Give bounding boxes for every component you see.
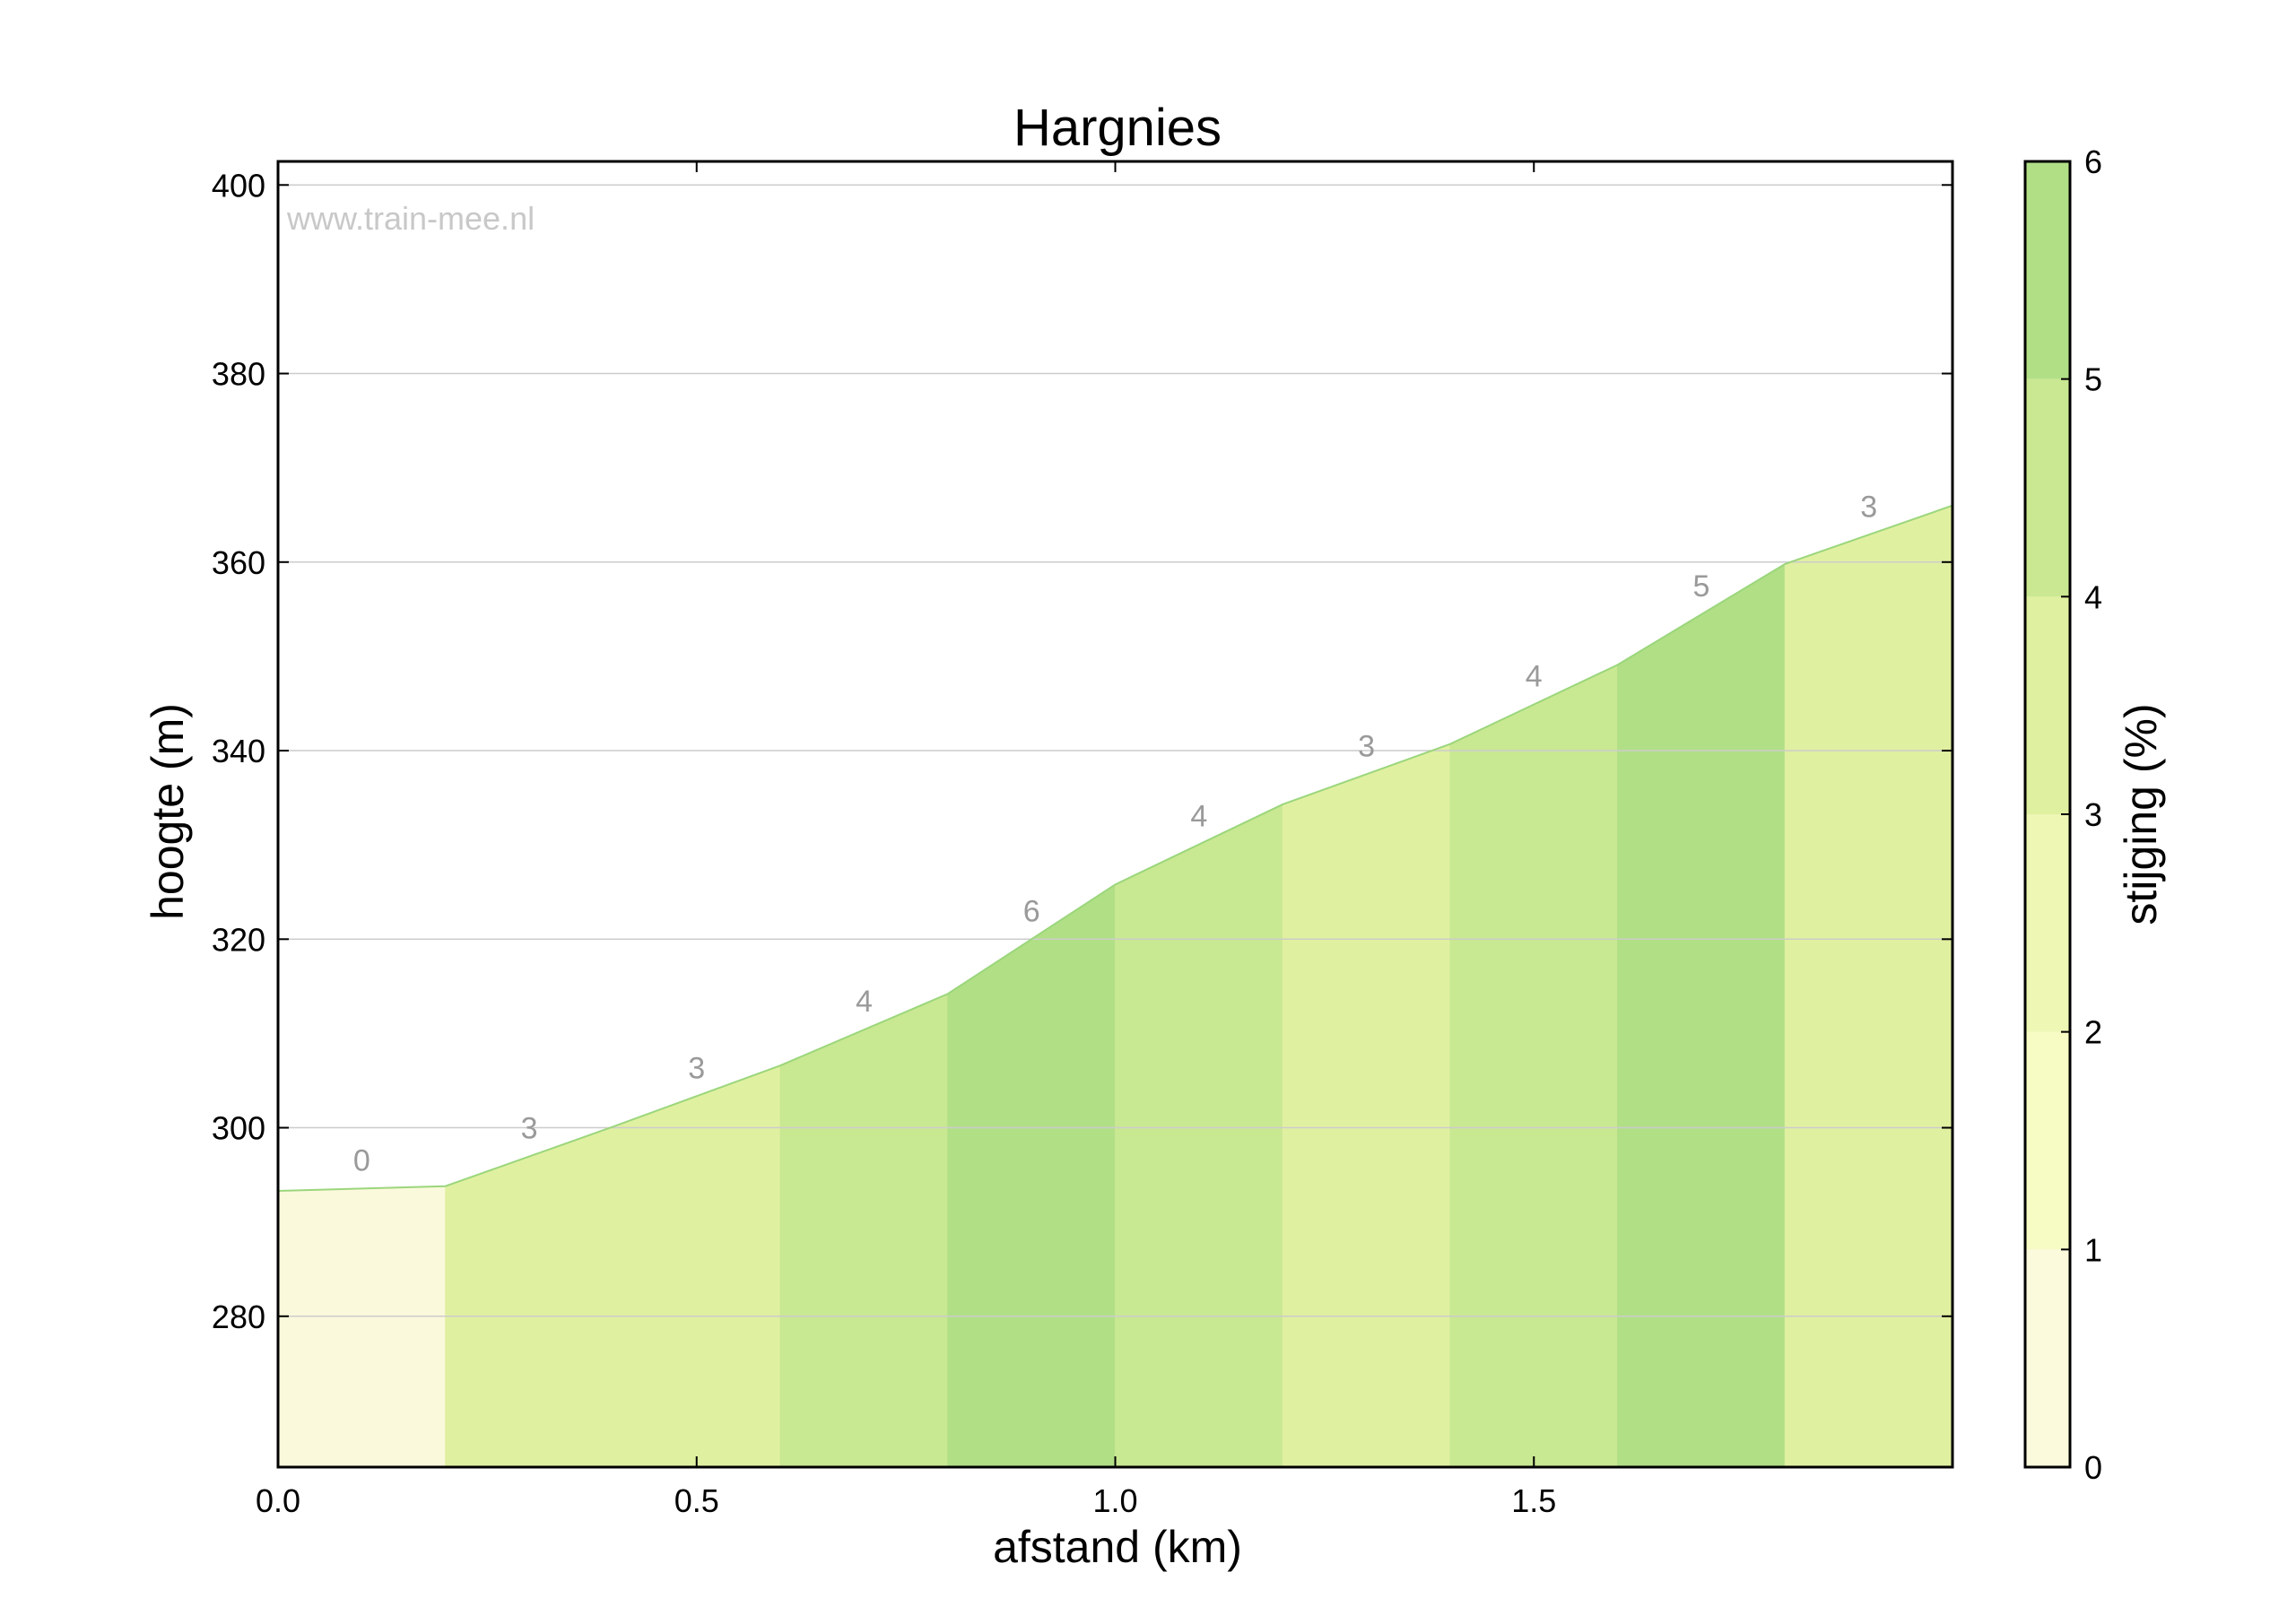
x-tick-label-2: 0.5 <box>674 1482 719 1519</box>
y-tick-label-7: 400 <box>212 167 265 204</box>
colorbar-label: stijging (%) <box>2116 703 2166 925</box>
grade-segment-6 <box>1115 804 1283 1468</box>
grade-segment-5 <box>947 883 1116 1468</box>
colorbar-band-1 <box>2025 1249 2070 1467</box>
chart-title: Hargnies <box>1013 99 1222 157</box>
y-tick-label-1: 280 <box>212 1299 265 1335</box>
x-axis-label: afstand (km) <box>993 1522 1242 1572</box>
colorbar-band-6 <box>2025 161 2070 379</box>
colorbar-tick-label-2: 1 <box>2084 1231 2102 1268</box>
y-tick-label-2: 300 <box>212 1110 265 1147</box>
grade-segment-3 <box>612 1064 781 1468</box>
y-axis-label: hoogte (m) <box>143 703 193 920</box>
y-tick-label-5: 360 <box>212 544 265 581</box>
colorbar-tick-label-7: 6 <box>2084 143 2102 180</box>
colorbar-tick-label-5: 4 <box>2084 578 2102 615</box>
colorbar-band-4 <box>2025 596 2070 814</box>
grid-lines <box>278 184 1952 1317</box>
colorbar-ticks: 0 1 2 3 4 5 6 <box>2061 143 2102 1486</box>
colorbar-tick-label-3: 2 <box>2084 1014 2102 1051</box>
colorbar-band-5 <box>2025 378 2070 597</box>
segment-label-2: 3 <box>521 1112 538 1146</box>
segment-label-1: 0 <box>353 1143 370 1177</box>
colorbar <box>2025 161 2070 1467</box>
grade-segments <box>277 505 1953 1468</box>
segment-label-8: 4 <box>1526 660 1543 694</box>
grade-segment-7 <box>1282 743 1451 1468</box>
segment-label-4: 4 <box>856 985 873 1019</box>
y-tick-label-3: 320 <box>212 921 265 958</box>
segment-label-3: 3 <box>688 1051 705 1085</box>
segment-label-9: 5 <box>1692 569 1709 604</box>
colorbar-band-2 <box>2025 1031 2070 1250</box>
y-tick-label-6: 380 <box>212 356 265 393</box>
colorbar-tick-label-1: 0 <box>2084 1449 2102 1486</box>
grade-segment-1 <box>277 1186 447 1468</box>
grade-segment-10 <box>1784 505 1953 1468</box>
watermark: www.train-mee.nl <box>286 200 535 237</box>
y-tick-label-4: 340 <box>212 733 265 769</box>
segment-label-6: 4 <box>1190 800 1207 834</box>
colorbar-band-3 <box>2025 814 2070 1032</box>
segment-label-5: 6 <box>1023 894 1040 928</box>
profile-line <box>277 504 1953 1192</box>
x-tick-label-1: 0.0 <box>256 1482 300 1519</box>
grade-segment-9 <box>1617 563 1786 1468</box>
x-tick-label-3: 1.0 <box>1092 1482 1137 1519</box>
colorbar-tick-label-6: 5 <box>2084 361 2102 398</box>
segment-label-7: 3 <box>1358 729 1375 763</box>
x-axis: 0.0 0.5 1.0 1.5 <box>256 161 1556 1519</box>
grade-segment-4 <box>779 993 949 1468</box>
segment-label-10: 3 <box>1860 490 1877 524</box>
x-tick-label-4: 1.5 <box>1511 1482 1556 1519</box>
colorbar-tick-label-4: 3 <box>2084 796 2102 833</box>
segment-grade-labels: 0 3 3 4 6 4 3 4 5 3 <box>353 490 1877 1177</box>
grade-segment-8 <box>1449 664 1619 1468</box>
